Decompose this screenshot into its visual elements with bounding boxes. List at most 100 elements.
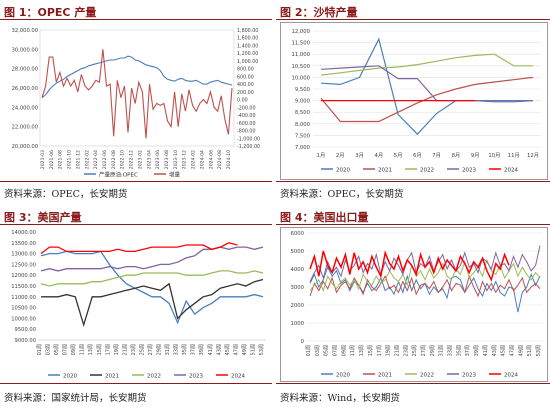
panel-2-title-rule: [276, 19, 550, 20]
c4-x-tick-0: 01周: [306, 345, 312, 356]
c3-x-tick-12: 25周: [139, 344, 145, 355]
c4-x-tick-20: 41周: [483, 345, 489, 356]
c2-series-line-0: [320, 37, 533, 136]
c1-left-tick-1: 22,000.00: [12, 125, 38, 131]
c4-y-tick-4: 4000: [291, 267, 305, 273]
c2-legend-label-1: 2021: [378, 168, 392, 174]
c3-x-tick-19: 39周: [199, 344, 205, 355]
c1-x-tick-8: 2022-08: [111, 150, 117, 169]
c1-legend-label-0: 产量原油:OPEC: [99, 171, 138, 179]
c4-x-tick-3: 07周: [333, 345, 339, 356]
c3-series-line-4: [40, 242, 238, 255]
panel-1-source: 资料来源：OPEC，长安期货: [4, 189, 128, 200]
c3-legend-label-3: 2023: [189, 374, 203, 380]
c1-x-tick-6: 2022-04: [93, 150, 99, 169]
c3-x-tick-3: 07周: [63, 344, 69, 355]
c1-x-tick-20: 2024-08: [217, 150, 223, 169]
c3-y-tick-4: 11000.00: [11, 295, 36, 301]
c1-x-tick-18: 2024-04: [199, 150, 205, 169]
c4-x-tick-15: 31周: [439, 345, 445, 356]
c4-x-tick-25: 51周: [527, 345, 533, 356]
c2-y-tick-4: 9,000: [295, 99, 311, 105]
c1-right-tick-7: 200.00: [237, 90, 254, 96]
c3-x-tick-17: 35周: [182, 344, 188, 355]
c1-right-tick-13: 1,400.00: [237, 43, 258, 49]
c1-x-tick-2: 2021-08: [58, 150, 64, 169]
us-output-chart: 9000.00 9500.00 10000.00 10500.00 11000.00 11…: [11, 230, 266, 380]
chart-3-area: 9000.00 9500.00 10000.00 10500.00 11000.00 11…: [4, 227, 270, 382]
c4-x-tick-8: 17周: [377, 345, 383, 356]
c4-x-tick-17: 35周: [456, 345, 462, 356]
panel-1-source-rule: [0, 181, 272, 182]
us-export-chart: 0 1000 2000 3000 4000 5000 6000 01周 03周 05周 07周 09周…: [291, 231, 543, 379]
c2-y-tick-10: 12,000: [291, 29, 310, 35]
c3-x-tick-26: 53周: [259, 344, 265, 355]
c2-legend-label-3: 2023: [462, 168, 476, 174]
c1-series-line-0: [41, 55, 233, 99]
c3-x-tick-23: 47周: [233, 344, 239, 355]
c4-x-tick-18: 37周: [465, 345, 471, 356]
c3-y-tick-9: 13500.00: [11, 241, 36, 247]
c3-y-tick-2: 10000.00: [11, 316, 36, 322]
c3-x-tick-2: 05周: [54, 344, 60, 355]
c2-y-tick-3: 8,500: [295, 110, 311, 116]
c1-right-tick-3: -600.00: [237, 121, 256, 127]
c2-x-tick-0: 1月: [317, 152, 326, 159]
c4-x-tick-24: 49周: [518, 345, 524, 356]
c4-series-line-4: [309, 250, 510, 282]
c2-x-tick-7: 8月: [452, 152, 461, 159]
c3-x-tick-25: 51周: [250, 344, 256, 355]
c1-left-tick-2: 24,000.00: [12, 105, 38, 111]
c4-legend-label-3: 2023: [462, 373, 476, 379]
c3-y-tick-5: 11500.00: [11, 284, 36, 290]
c1-series-line-1: [41, 49, 233, 139]
c1-x-tick-3: 2021-10: [67, 150, 73, 169]
c3-x-tick-0: 01周: [37, 344, 43, 355]
c1-right-tick-9: 600.00: [237, 74, 254, 80]
c4-legend-label-1: 2021: [378, 373, 392, 379]
c3-series-line-1: [41, 278, 264, 328]
c4-x-tick-12: 25周: [412, 345, 418, 356]
chart-1-area: 20,000.00 22,000.00 24,000.00 26,000.00 28,0…: [4, 22, 270, 180]
c1-right-tick-0: -1,200.00: [237, 144, 260, 150]
c4-x-tick-6: 13周: [359, 345, 365, 356]
c2-y-tick-1: 7,500: [295, 133, 311, 139]
c3-x-tick-4: 09周: [71, 344, 77, 355]
c3-y-tick-10: 14000.00: [11, 230, 36, 236]
c3-legend-label-0: 2020: [63, 374, 77, 380]
c2-y-tick-5: 9,500: [295, 87, 311, 93]
c4-x-tick-13: 27周: [421, 345, 427, 356]
c1-x-tick-10: 2022-12: [129, 150, 135, 169]
c1-right-tick-11: 1,000.00: [237, 59, 258, 65]
c4-series-line-2: [309, 258, 541, 293]
c4-legend-label-0: 2020: [336, 373, 350, 379]
c4-y-tick-3: 3000: [291, 285, 305, 291]
c1-right-tick-2: -800.00: [237, 129, 256, 135]
c3-x-tick-18: 37周: [191, 344, 197, 355]
c2-x-tick-1: 2月: [336, 152, 345, 159]
c1-right-tick-15: 1,800.00: [237, 28, 258, 34]
c4-x-tick-21: 43周: [492, 345, 498, 356]
panel-3-source-rule: [0, 383, 272, 384]
c4-x-tick-19: 39周: [474, 345, 480, 356]
panel-3-title: 图 3：美国产量: [4, 211, 82, 224]
c3-x-tick-16: 33周: [174, 344, 180, 355]
c4-y-tick-0: 0: [301, 339, 305, 345]
c4-y-tick-6: 6000: [291, 231, 305, 237]
c1-x-tick-9: 2022-10: [120, 150, 126, 169]
c1-x-tick-13: 2023-06: [155, 150, 161, 169]
c2-y-tick-0: 7,000: [295, 145, 311, 151]
c4-x-tick-16: 33周: [448, 345, 454, 356]
c3-x-tick-9: 19周: [114, 344, 120, 355]
c2-x-tick-6: 7月: [432, 152, 441, 159]
c4-legend-label-2: 2022: [420, 373, 434, 379]
c1-left-tick-4: 28,000.00: [12, 67, 38, 73]
c1-x-tick-15: 2023-10: [173, 150, 179, 169]
c3-x-tick-14: 29周: [157, 344, 163, 355]
c3-x-tick-22: 45周: [225, 344, 231, 355]
panel-3-title-rule: [0, 224, 272, 225]
c2-y-tick-8: 11,000: [291, 52, 310, 58]
c3-legend-label-2: 2022: [147, 374, 161, 380]
c1-left-tick-0: 20,000.00: [12, 144, 38, 150]
c1-x-tick-5: 2022-02: [84, 150, 90, 169]
